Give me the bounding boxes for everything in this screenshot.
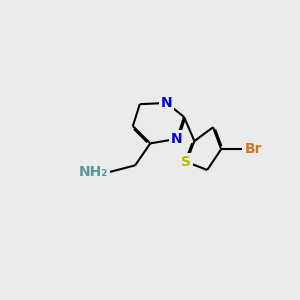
Text: S: S — [181, 155, 191, 169]
Text: Br: Br — [244, 142, 262, 156]
Text: N: N — [161, 96, 172, 110]
Text: NH₂: NH₂ — [79, 165, 108, 179]
Text: N: N — [171, 132, 183, 146]
